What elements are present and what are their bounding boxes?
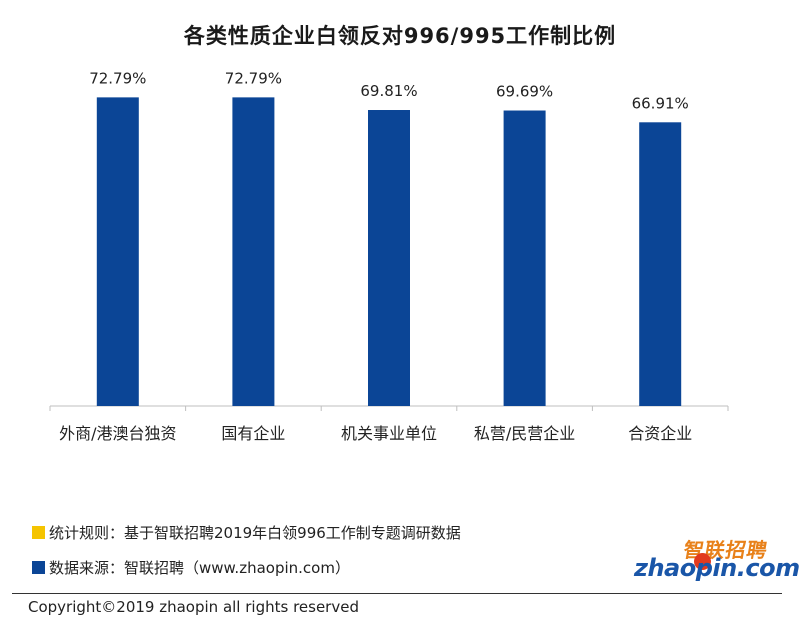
- bar: [232, 97, 275, 407]
- data-source-note: 数据来源：智联招聘（www.zhaopin.com）: [32, 557, 350, 578]
- bar: [96, 97, 139, 407]
- blue-square-icon: [32, 561, 45, 574]
- bar-value-label: 69.81%: [360, 82, 417, 100]
- footer-divider: [12, 593, 782, 594]
- x-tick-label: 机关事业单位: [341, 424, 437, 443]
- copyright-text: Copyright©2019 zhaopin all rights reserv…: [28, 598, 359, 616]
- logo-english-text: zhaopin.com: [634, 554, 800, 582]
- bar-value-label: 72.79%: [89, 69, 146, 87]
- bar: [503, 110, 546, 406]
- bar-value-label: 66.91%: [632, 94, 689, 112]
- x-tick-label: 外商/港澳台独资: [59, 424, 176, 443]
- statistics-rule-note: 统计规则：基于智联招聘2019年白领996工作制专题调研数据: [32, 522, 461, 543]
- bar: [368, 110, 410, 406]
- zhaopin-logo: 智联招聘 zhaopin.com: [634, 534, 800, 582]
- bar-value-label: 69.69%: [496, 83, 553, 101]
- data-source-text: 数据来源：智联招聘（www.zhaopin.com）: [49, 559, 350, 577]
- statistics-rule-text: 统计规则：基于智联招聘2019年白领996工作制专题调研数据: [49, 524, 461, 542]
- bar-value-label: 72.79%: [225, 69, 282, 87]
- yellow-square-icon: [32, 526, 45, 539]
- chart-title: 各类性质企业白领反对996/995工作制比例: [183, 24, 617, 48]
- bar: [639, 122, 682, 406]
- bar-chart: 72.79% 外商/港澳台独资 72.79% 国有企业 69.81% 机关事业单位 69.6…: [49, 69, 729, 443]
- x-tick-label: 私营/民营企业: [474, 424, 575, 443]
- x-tick-label: 国有企业: [221, 424, 285, 443]
- x-tick-label: 合资企业: [628, 424, 692, 443]
- logo-red-dot-icon: [694, 553, 711, 570]
